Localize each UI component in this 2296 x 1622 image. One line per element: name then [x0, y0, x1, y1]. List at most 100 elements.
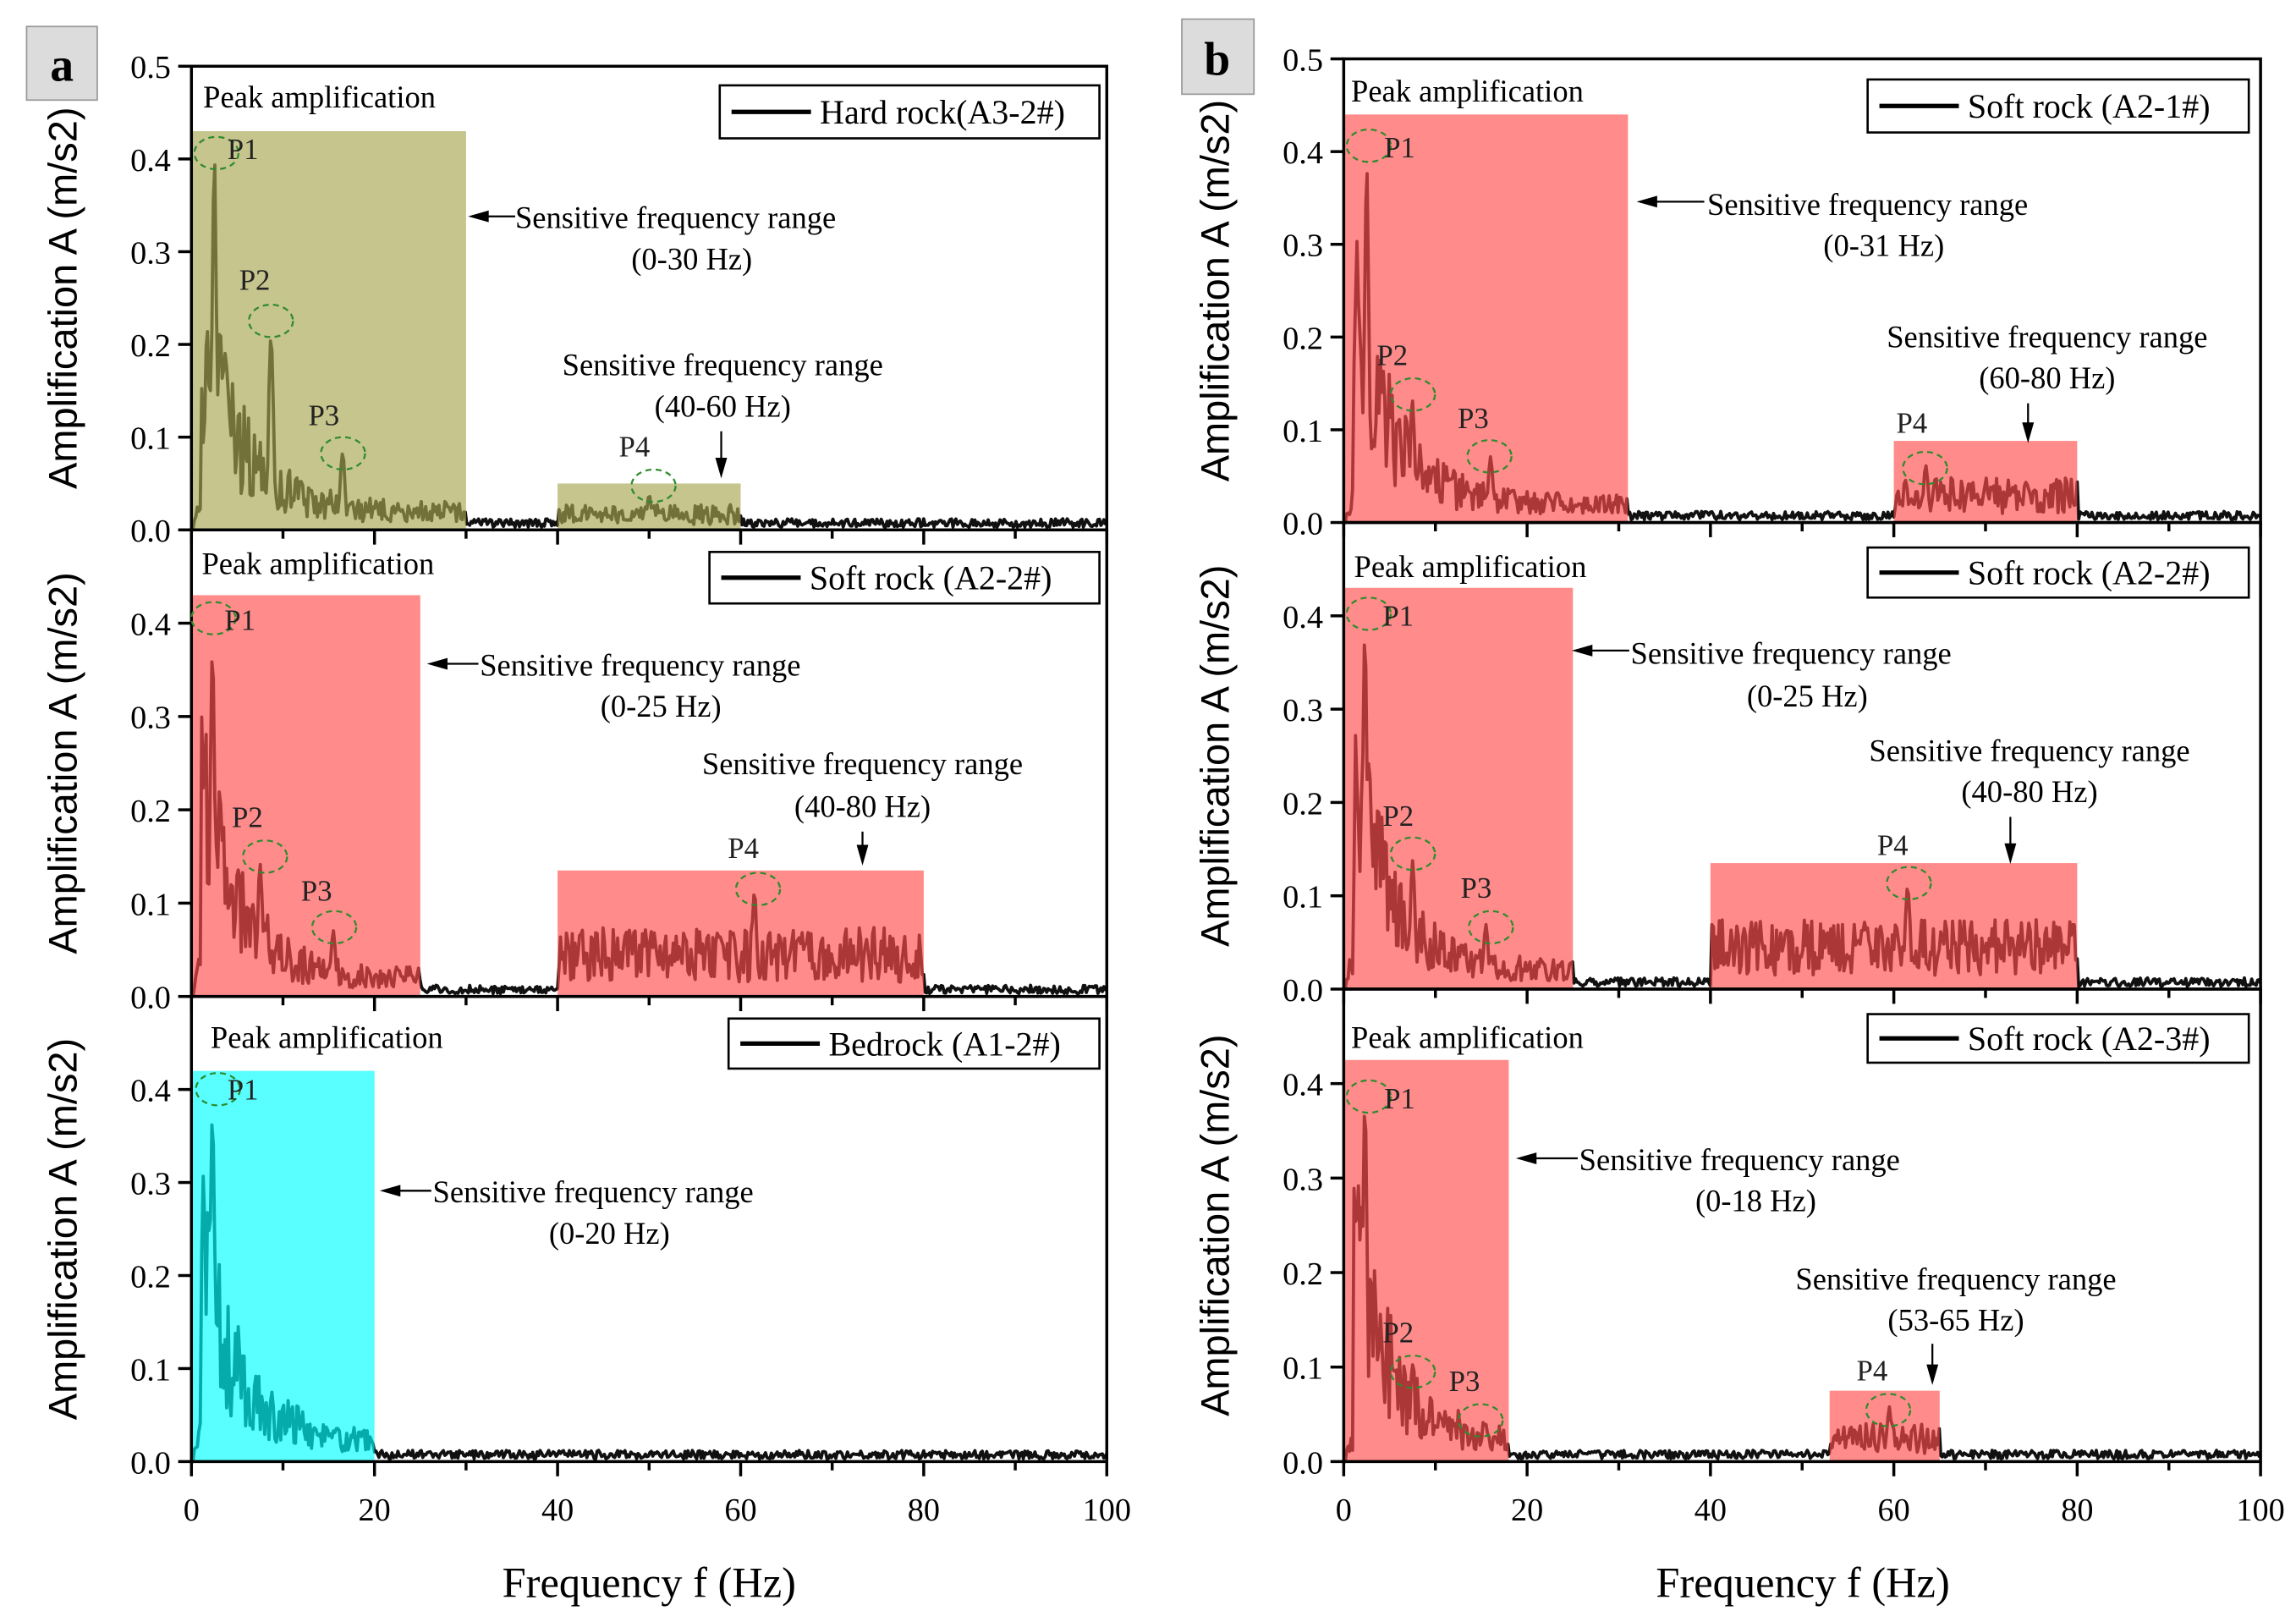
- peak-label: P2: [1382, 800, 1414, 833]
- y-tick-label: 0.4: [1283, 135, 1323, 171]
- peak-label: P4: [1877, 829, 1909, 862]
- arrow-head-icon: [379, 1185, 401, 1197]
- y-tick-label: 0.1: [130, 421, 171, 457]
- y-tick-label: 0.3: [1283, 693, 1323, 729]
- sensitive-range-high: [558, 870, 924, 997]
- peak-marker-circle: [1886, 866, 1932, 901]
- x-tick-label: 60: [724, 1493, 756, 1528]
- arrow-head-icon: [426, 657, 448, 670]
- x-tick-label: 60: [1877, 1493, 1909, 1528]
- sensitive-range-low: [191, 595, 420, 997]
- sensitive-range-value: (40-60 Hz): [655, 388, 791, 423]
- y-tick-label: 0.1: [130, 1352, 171, 1388]
- peak-label: P2: [232, 801, 263, 834]
- sensitive-range-high: [1893, 441, 2078, 523]
- peak-marker-circle: [1389, 836, 1436, 871]
- y-tick-label: 0.0: [130, 981, 171, 1016]
- subplot-a-middle: 0.0 0.1 0.2 0.3 0.4 Amplification A (m/s2) Pea…: [41, 528, 1109, 1016]
- arrow-head-icon: [1515, 1152, 1537, 1164]
- arrow-head-icon: [856, 844, 869, 866]
- legend-label: Hard rock(A3-2#): [820, 93, 1065, 131]
- legend-label: Soft rock (A2-3#): [1968, 1020, 2211, 1058]
- arrow-head-icon: [715, 458, 728, 479]
- peak-amplification-label: Peak amplification: [201, 546, 434, 580]
- peak-marker-circle: [1345, 128, 1392, 163]
- arrow-head-icon: [2004, 843, 2017, 865]
- x-axis-label-a: Frequency f (Hz): [503, 1559, 796, 1606]
- sensitive-range-value: (0-31 Hz): [1823, 228, 1944, 263]
- peak-marker-circle: [1457, 1403, 1504, 1438]
- sensitive-range-value: (0-25 Hz): [601, 689, 722, 723]
- y-axis-label: Amplification A (m/s2): [1193, 100, 1238, 481]
- y-tick-label: 0.2: [1283, 321, 1323, 356]
- sensitive-range-value: (0-30 Hz): [631, 241, 752, 276]
- peak-marker-circle: [1345, 597, 1392, 631]
- legend: Hard rock(A3-2#): [718, 84, 1101, 140]
- y-tick-label: 0.5: [1283, 42, 1323, 78]
- arrow-head-icon: [468, 210, 489, 223]
- peak-marker-circle: [1468, 910, 1514, 945]
- sensitive-range-label: Sensitive frequency range: [1869, 733, 2189, 767]
- sensitive-range-value: (0-20 Hz): [549, 1216, 670, 1251]
- y-tick-label: 0.0: [130, 1445, 171, 1481]
- peak-marker-circle: [320, 436, 366, 471]
- peak-marker-circle: [1389, 1355, 1436, 1389]
- peak-label: P3: [301, 875, 332, 908]
- peak-marker-circle: [1389, 377, 1436, 412]
- peak-marker-circle: [193, 135, 240, 171]
- y-tick-label: 0.4: [130, 143, 171, 179]
- peak-marker-circle: [734, 871, 782, 906]
- arrow-head-icon: [1636, 195, 1657, 208]
- sensitive-range-value: (0-18 Hz): [1695, 1184, 1816, 1218]
- peak-marker-circle: [1345, 1079, 1392, 1114]
- y-tick-label: 0.4: [130, 1074, 171, 1109]
- sensitive-range-label: Sensitive frequency range: [702, 746, 1023, 781]
- peak-label: P3: [308, 399, 339, 432]
- y-tick-label: 0.3: [130, 701, 171, 736]
- panel-label-b: b: [1181, 18, 1255, 96]
- peak-label: P1: [228, 1073, 259, 1106]
- x-tick-label: 100: [1083, 1493, 1131, 1528]
- y-tick-label: 0.3: [1283, 228, 1323, 264]
- y-axis-label: Amplification A (m/s2): [41, 572, 85, 954]
- peak-label: P4: [728, 832, 759, 865]
- sensitive-range-low: [191, 1070, 375, 1462]
- legend-label: Soft rock (A2-1#): [1968, 87, 2211, 125]
- x-tick-label: 80: [2061, 1493, 2093, 1528]
- y-tick-label: 0.4: [1283, 600, 1323, 635]
- peak-amplification-label: Peak amplification: [211, 1020, 443, 1055]
- peak-marker-circle: [1466, 438, 1513, 474]
- legend-label: Bedrock (A1-2#): [829, 1025, 1061, 1063]
- y-axis-label: Amplification A (m/s2): [1193, 565, 1238, 947]
- x-tick-label: 0: [1336, 1493, 1352, 1528]
- panel-label-a: a: [25, 25, 98, 102]
- sensitive-range-value: (40-80 Hz): [1961, 774, 2097, 809]
- y-tick-label: 0.2: [130, 328, 171, 364]
- sensitive-range-label: Sensitive frequency range: [480, 647, 800, 682]
- legend: Soft rock (A2-2#): [1866, 546, 2250, 599]
- peak-label: P3: [1458, 402, 1489, 435]
- sensitive-range-label: Sensitive frequency range: [563, 348, 883, 382]
- peak-label: P2: [239, 264, 271, 297]
- arrow-head-icon: [2022, 422, 2035, 443]
- peak-label: P1: [228, 133, 259, 166]
- y-tick-label: 0.2: [1283, 1256, 1323, 1292]
- y-tick-label: 0.4: [130, 607, 171, 642]
- y-tick-label: 0.0: [1283, 506, 1323, 542]
- arrow-head-icon: [1571, 644, 1593, 657]
- y-tick-label: 0.1: [1283, 414, 1323, 449]
- peak-label: P3: [1461, 871, 1492, 904]
- x-tick-label: 100: [2236, 1493, 2284, 1528]
- peak-label: P4: [1896, 406, 1927, 439]
- subplot-b-bottom: 0.0 0.1 0.2 0.3 0.4 0 20 40 60 80 100 Amplification…: [1193, 987, 2285, 1528]
- peak-label: P4: [1856, 1355, 1887, 1388]
- y-axis-label: Amplification A (m/s2): [1193, 1034, 1238, 1416]
- y-tick-label: 0.3: [130, 1166, 171, 1201]
- x-tick-label: 40: [541, 1493, 574, 1528]
- legend: Soft rock (A2-3#): [1866, 1013, 2250, 1064]
- x-axis-label-b: Frequency f (Hz): [1656, 1559, 1949, 1606]
- arrow-head-icon: [1926, 1364, 1939, 1385]
- sensitive-range-label: Sensitive frequency range: [433, 1174, 754, 1209]
- sensitive-range-low: [1343, 114, 1629, 523]
- legend: Soft rock (A2-1#): [1866, 78, 2250, 134]
